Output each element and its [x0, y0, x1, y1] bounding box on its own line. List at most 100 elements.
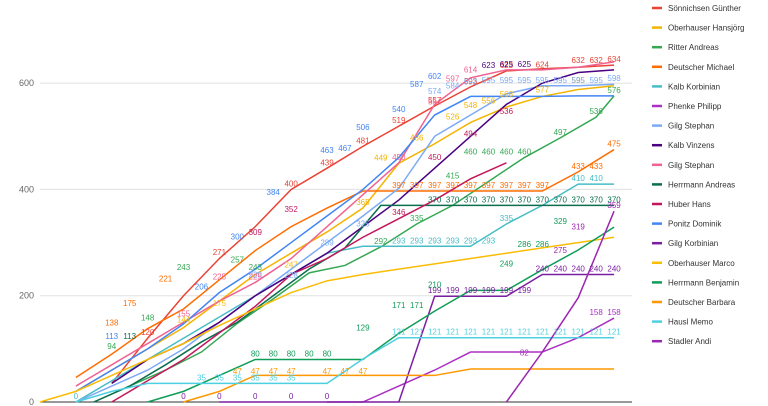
series-line	[75, 148, 615, 379]
data-label: 397	[428, 181, 442, 190]
data-label: 460	[518, 148, 532, 157]
data-label: 275	[554, 246, 568, 255]
y-tick-label: 600	[19, 78, 34, 88]
data-label: 240	[572, 264, 586, 273]
data-label: 397	[500, 181, 514, 190]
data-label: 300	[231, 233, 245, 242]
data-label: 221	[159, 275, 173, 284]
data-label: 554	[428, 98, 442, 107]
data-label: 243	[249, 263, 263, 272]
data-label: 121	[572, 328, 586, 337]
data-label: 293	[392, 236, 406, 245]
y-tick-label: 200	[19, 291, 34, 301]
data-label: 228	[284, 271, 298, 280]
data-label: 463	[320, 146, 334, 155]
legend-item: Hausl Memo	[668, 318, 713, 327]
data-label: 632	[589, 56, 603, 65]
data-label: 0	[181, 392, 186, 401]
data-label: 47	[341, 367, 350, 376]
data-label: 397	[392, 181, 406, 190]
legend-item: Oberhauser Marco	[668, 259, 735, 268]
data-label: 460	[464, 148, 478, 157]
legend-item: Ritter Andreas	[668, 43, 719, 52]
data-label: 625	[518, 60, 532, 69]
data-label: 335	[500, 214, 514, 223]
legend: Sönnichsen Günther Oberhauser Hansjörg Rit…	[652, 4, 744, 346]
data-label: 577	[536, 85, 550, 94]
data-label: 460	[482, 148, 496, 157]
data-label: 397	[446, 181, 460, 190]
data-label: 158	[607, 308, 621, 317]
data-label: 370	[589, 195, 603, 204]
data-label: 199	[446, 286, 460, 295]
data-labels: 120 271 400 439 481 519 557 593 623 624 632 632 634 3…	[74, 55, 622, 401]
data-label: 47	[323, 367, 332, 376]
data-label: 494	[464, 129, 478, 138]
data-label: 292	[374, 237, 388, 246]
data-label: 240	[607, 264, 621, 273]
data-label: 335	[410, 214, 424, 223]
series-lines	[39, 61, 615, 403]
data-label: 113	[105, 332, 118, 341]
data-label: 598	[607, 74, 621, 83]
data-label: 35	[287, 373, 296, 382]
data-label: 384	[267, 188, 281, 197]
data-label: 35	[197, 373, 206, 382]
data-label: 138	[105, 319, 119, 328]
data-label: 397	[518, 181, 532, 190]
data-label: 397	[464, 181, 478, 190]
data-label: 540	[392, 105, 406, 114]
data-label: 370	[482, 195, 496, 204]
data-label: 410	[572, 174, 586, 183]
data-label: 370	[464, 195, 478, 204]
data-label: 293	[464, 236, 478, 245]
data-label: 574	[428, 87, 442, 96]
data-label: 309	[249, 228, 263, 237]
data-label: 595	[500, 76, 514, 85]
data-label: 249	[500, 260, 514, 269]
data-label: 397	[536, 181, 550, 190]
series-line	[327, 317, 615, 403]
data-label: 397	[482, 181, 496, 190]
data-label: 175	[213, 299, 227, 308]
series-line	[93, 95, 615, 403]
data-label: 0	[217, 392, 222, 401]
data-label: 121	[482, 328, 496, 337]
data-label: 286	[536, 240, 550, 249]
data-label: 497	[554, 128, 568, 137]
data-label: 80	[305, 349, 314, 358]
series-line	[111, 162, 507, 403]
data-label: 370	[446, 195, 460, 204]
data-label: 450	[428, 153, 442, 162]
data-label: 400	[284, 179, 298, 188]
data-label: 526	[446, 112, 460, 121]
legend-item: Stadler Andi	[668, 337, 711, 346]
data-label: 370	[518, 195, 532, 204]
data-label: 271	[213, 248, 227, 257]
data-label: 359	[607, 201, 621, 210]
data-label: 439	[320, 159, 334, 168]
y-tick-label: 0	[29, 397, 34, 406]
series-line	[219, 273, 615, 403]
series-line	[75, 336, 615, 403]
data-label: 35	[269, 373, 278, 382]
series-line	[75, 83, 615, 403]
data-label: 602	[428, 72, 442, 81]
series-line	[39, 236, 615, 403]
data-label: 623	[500, 61, 514, 70]
data-label: 449	[374, 153, 388, 162]
y-axis: 0 200 400 600	[19, 78, 34, 406]
legend-item: Oberhauser Hansjörg	[668, 24, 744, 33]
data-label: 595	[572, 76, 586, 85]
legend-item: Phenke Philipp	[668, 102, 722, 111]
data-label: 370	[607, 195, 621, 204]
data-label: 506	[356, 123, 370, 132]
data-label: 121	[446, 328, 460, 337]
data-label: 0	[289, 392, 294, 401]
data-label: 595	[572, 76, 586, 85]
data-label: 536	[589, 107, 603, 116]
series-line	[75, 85, 615, 393]
data-label: 410	[589, 174, 603, 183]
legend-item: Deutscher Michael	[668, 63, 734, 72]
